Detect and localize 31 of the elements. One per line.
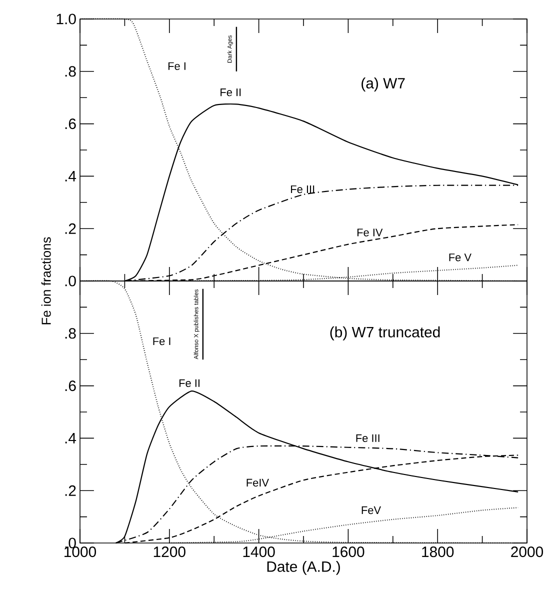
y-tick-label: 1.0 <box>56 14 76 24</box>
series-label: Fe II <box>220 88 241 96</box>
y-tick-label: .0 <box>65 276 76 286</box>
x-tick-label: 1000 <box>64 546 96 558</box>
x-tick-label: 2000 <box>511 546 544 558</box>
series-label: FeV <box>362 506 381 514</box>
y-tick-label: .4 <box>65 433 76 444</box>
y-tick-label: .6 <box>65 118 76 130</box>
series-label: Fe IV <box>357 228 383 236</box>
x-tick-label: 1600 <box>332 546 364 558</box>
text: (b) W7 truncated <box>330 326 440 340</box>
y-tick-label: .2 <box>65 485 76 496</box>
y-tick-label: .2 <box>65 223 76 234</box>
y-tick-label: .8 <box>65 328 76 339</box>
text: (a) W7 <box>362 78 405 92</box>
y-tick-label: .4 <box>65 171 76 182</box>
series-label: Fe II <box>179 379 200 388</box>
series-label: Fe V <box>449 254 472 262</box>
series-label: Fe I <box>153 337 170 346</box>
series-label: Fe III <box>291 185 314 194</box>
series-label: FeIV <box>246 478 269 487</box>
y-tick-label: .0 <box>65 538 76 548</box>
y-axis-title: Fe ion fractions <box>41 237 51 324</box>
y-tick-label: .6 <box>65 380 76 392</box>
series-label: Fe III <box>356 434 380 442</box>
x-tick-label: 1400 <box>243 546 275 558</box>
y-tick-label: .8 <box>65 66 76 77</box>
x-tick-label: 1800 <box>422 546 454 558</box>
x-axis-title: Date (A.D.) <box>267 560 340 575</box>
series-label: Fe I <box>168 62 186 70</box>
x-tick-label: 1200 <box>154 546 186 558</box>
